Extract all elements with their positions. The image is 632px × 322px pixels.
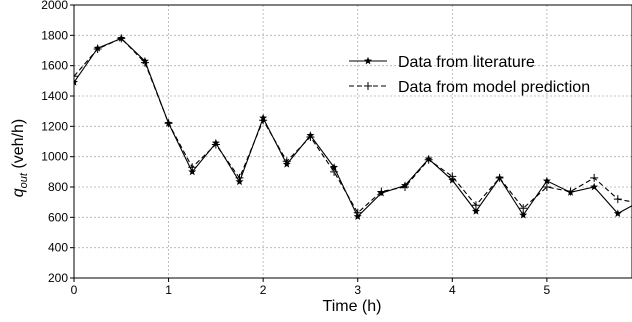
y-tick-label: 800 bbox=[48, 180, 68, 194]
data-point-plus bbox=[590, 173, 599, 182]
tick-labels: 0 1 2 3 4 5 200 400 600 800 1000 1200 1400 1600 1800 20… bbox=[41, 0, 550, 297]
data-point-plus bbox=[74, 72, 78, 81]
y-tick-label: 1600 bbox=[41, 59, 68, 73]
x-tick-label: 0 bbox=[71, 283, 78, 297]
y-axis-title: qout (veh/h) bbox=[10, 119, 30, 197]
y-tick-label: 400 bbox=[48, 241, 68, 255]
y-tick-label: 1800 bbox=[41, 28, 68, 42]
x-tick-label: 5 bbox=[544, 283, 551, 297]
plot-frame bbox=[73, 4, 632, 279]
legend-item-literature: Data from literature bbox=[349, 54, 535, 71]
data-point-plus bbox=[306, 132, 315, 141]
data-point-plus bbox=[495, 173, 504, 182]
y-tick-label: 600 bbox=[48, 210, 68, 224]
data-point-plus bbox=[471, 201, 480, 210]
data-point-plus bbox=[519, 204, 528, 213]
x-tick-label: 1 bbox=[165, 283, 172, 297]
legend-star-marker bbox=[364, 56, 372, 65]
data-point-plus bbox=[353, 208, 362, 217]
y-tick-label: 200 bbox=[48, 271, 68, 285]
data-point-plus bbox=[542, 183, 551, 191]
legend-item-model: Data from model prediction bbox=[349, 79, 590, 96]
data-point-star bbox=[613, 209, 622, 217]
grid bbox=[73, 4, 632, 279]
ticks bbox=[70, 4, 548, 282]
data-point-plus bbox=[211, 140, 220, 149]
data-point-star bbox=[590, 182, 599, 191]
data-point-star bbox=[188, 167, 197, 176]
data-point-plus bbox=[235, 173, 244, 182]
data-point-plus bbox=[117, 34, 126, 43]
legend-label-model: Data from model prediction bbox=[398, 79, 590, 96]
data-point-plus bbox=[188, 163, 197, 172]
series-1 bbox=[74, 34, 632, 217]
y-axis-title-sub: out bbox=[18, 172, 30, 188]
y-tick-label: 1000 bbox=[41, 150, 68, 164]
y-tick-label: 1400 bbox=[41, 89, 68, 103]
legend-label-literature: Data from literature bbox=[398, 54, 535, 71]
data-point-plus bbox=[401, 183, 410, 191]
data-point-star bbox=[330, 163, 339, 171]
data-point-star bbox=[519, 210, 528, 219]
data-point-star bbox=[542, 176, 551, 185]
data-point-plus bbox=[282, 157, 291, 166]
data-point-star bbox=[74, 78, 78, 86]
data-point-star bbox=[471, 207, 480, 215]
y-axis-title-main: q bbox=[10, 188, 27, 197]
legend-plus-marker bbox=[364, 82, 372, 90]
x-tick-label: 2 bbox=[260, 283, 267, 297]
data-point-plus bbox=[164, 119, 173, 128]
series-line bbox=[74, 37, 632, 218]
y-tick-label: 1200 bbox=[41, 119, 68, 133]
x-axis-title: Time (h) bbox=[323, 298, 382, 315]
data-point-plus bbox=[330, 167, 339, 176]
data-point-plus bbox=[448, 172, 457, 181]
data-point-plus bbox=[259, 116, 268, 125]
data-point-plus bbox=[377, 187, 386, 196]
legend: Data from literature Data from model pre… bbox=[349, 54, 590, 96]
series-layer bbox=[74, 34, 632, 220]
y-tick-label: 2000 bbox=[41, 0, 68, 12]
x-tick-label: 3 bbox=[354, 283, 361, 297]
data-point-plus bbox=[566, 187, 575, 196]
data-point-plus bbox=[93, 44, 102, 53]
data-point-plus bbox=[613, 195, 622, 204]
data-point-plus bbox=[140, 58, 149, 67]
x-tick-label: 4 bbox=[449, 283, 456, 297]
y-axis-title-unit: (veh/h) bbox=[10, 119, 27, 173]
series-0 bbox=[74, 34, 632, 220]
data-point-plus bbox=[424, 155, 433, 164]
